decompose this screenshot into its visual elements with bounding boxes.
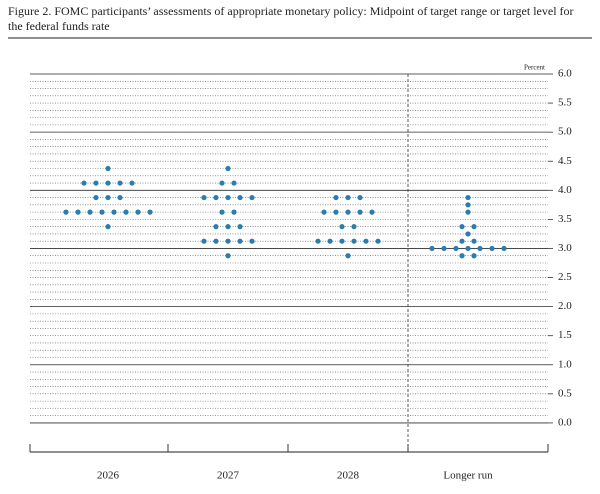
dot bbox=[81, 180, 87, 186]
dot bbox=[225, 238, 231, 244]
dot bbox=[225, 253, 231, 259]
chart-title: Figure 2. FOMC participants’ assessments… bbox=[8, 4, 574, 33]
x-tick-label: 2028 bbox=[337, 470, 360, 482]
dot bbox=[327, 238, 333, 244]
dot bbox=[465, 194, 471, 201]
dot bbox=[75, 209, 81, 215]
dot bbox=[147, 209, 153, 215]
dot bbox=[459, 253, 465, 259]
dot bbox=[489, 245, 495, 252]
dot bbox=[453, 245, 459, 252]
x-tick-label: Longer run bbox=[443, 470, 493, 482]
y-tick-label: 4.0 bbox=[558, 184, 572, 196]
dot bbox=[105, 180, 111, 186]
dot bbox=[213, 194, 219, 201]
dot bbox=[231, 180, 237, 186]
dot bbox=[105, 194, 111, 201]
y-tick-label: 6.0 bbox=[558, 68, 572, 80]
y-tick-label: 3.0 bbox=[558, 242, 572, 254]
dot bbox=[339, 238, 345, 244]
dot bbox=[465, 245, 471, 252]
dot bbox=[471, 224, 477, 230]
y-tick-label: 2.5 bbox=[558, 271, 572, 283]
y-tick-label: 1.0 bbox=[558, 358, 572, 370]
y-tick-label: 2.0 bbox=[558, 300, 572, 312]
dot bbox=[117, 180, 123, 186]
dot bbox=[111, 209, 117, 215]
dot bbox=[225, 194, 231, 201]
y-tick-label: 5.0 bbox=[558, 126, 572, 138]
dot bbox=[225, 165, 231, 172]
dot bbox=[459, 224, 465, 230]
dot bbox=[135, 209, 141, 215]
dot bbox=[105, 165, 111, 172]
dot bbox=[123, 209, 129, 215]
dot bbox=[465, 202, 471, 208]
dot bbox=[345, 253, 351, 259]
x-tick-label: 2027 bbox=[217, 470, 240, 482]
dot bbox=[99, 209, 105, 215]
dot bbox=[219, 180, 225, 186]
dot bbox=[213, 238, 219, 244]
dot bbox=[333, 209, 339, 215]
dot bbox=[501, 245, 507, 252]
dot bbox=[351, 224, 357, 230]
dot bbox=[459, 238, 465, 244]
dot bbox=[333, 194, 339, 201]
dot bbox=[321, 209, 327, 215]
y-tick-label: 4.5 bbox=[558, 155, 572, 167]
x-tick-label: 2026 bbox=[97, 470, 120, 482]
dot bbox=[93, 180, 99, 186]
dot bbox=[237, 224, 243, 230]
y-axis-label: Percent bbox=[524, 64, 545, 72]
dot bbox=[201, 238, 207, 244]
dot bbox=[465, 209, 471, 215]
dot bbox=[231, 209, 237, 215]
dot bbox=[63, 209, 69, 215]
dot bbox=[345, 209, 351, 215]
dot bbox=[471, 238, 477, 244]
dot bbox=[201, 194, 207, 201]
dot bbox=[237, 238, 243, 244]
dot bbox=[213, 224, 219, 230]
dot bbox=[117, 194, 123, 201]
dot bbox=[465, 231, 471, 237]
y-tick-label: 0.5 bbox=[558, 387, 572, 399]
dot bbox=[363, 238, 369, 244]
y-tick-label: 5.5 bbox=[558, 97, 572, 109]
dot bbox=[219, 209, 225, 215]
dot bbox=[129, 180, 135, 186]
dot bbox=[249, 238, 255, 244]
dot bbox=[477, 245, 483, 252]
dot bbox=[225, 224, 231, 230]
dot bbox=[315, 238, 321, 244]
dot bbox=[237, 194, 243, 201]
dot bbox=[87, 209, 93, 215]
y-tick-label: 0.0 bbox=[558, 416, 572, 428]
dot bbox=[339, 224, 345, 230]
dot bbox=[375, 238, 381, 244]
dot bbox=[357, 209, 363, 215]
dot bbox=[93, 194, 99, 201]
dot bbox=[429, 245, 435, 252]
dot bbox=[351, 238, 357, 244]
dot bbox=[441, 245, 447, 252]
dot bbox=[357, 194, 363, 201]
dot bbox=[369, 209, 375, 215]
y-tick-label: 1.5 bbox=[558, 329, 572, 341]
y-tick-label: 3.5 bbox=[558, 213, 572, 225]
dot bbox=[249, 194, 255, 201]
dot bbox=[345, 194, 351, 201]
dot bbox=[105, 224, 111, 230]
dot bbox=[471, 253, 477, 259]
